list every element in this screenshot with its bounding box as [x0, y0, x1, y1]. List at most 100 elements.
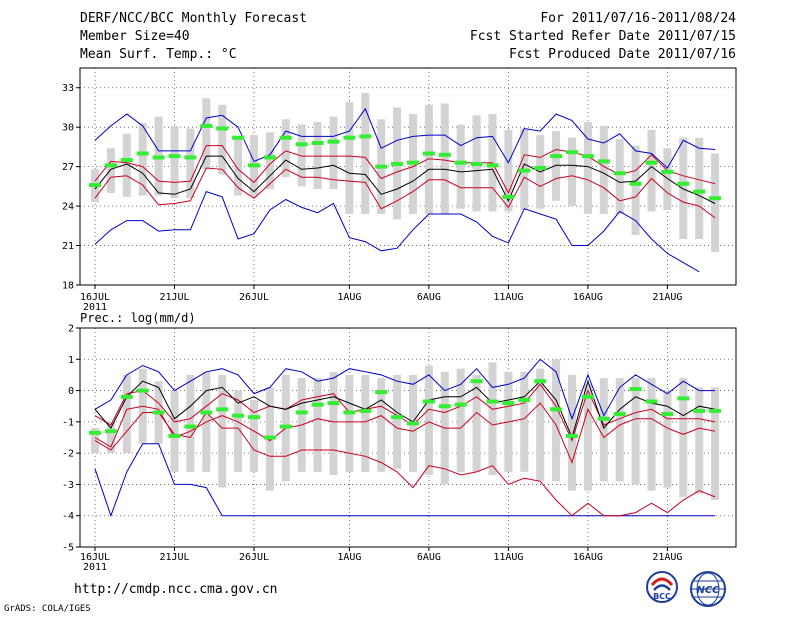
prec-ytick-label: -1: [62, 417, 74, 428]
prec-box-32: [599, 378, 608, 482]
prec-box-28: [536, 368, 545, 482]
prec-mean-mark-32: [597, 416, 610, 421]
prec-mean-mark-29: [550, 407, 563, 412]
temp-mean-mark-19: [391, 162, 404, 167]
temp-box-7: [202, 98, 211, 170]
prec-box-16: [345, 374, 354, 472]
temp-mean-mark-7: [200, 123, 213, 128]
temp-mean-mark-34: [629, 181, 642, 186]
prec-mean-mark-13: [295, 410, 308, 415]
prec-mean-mark-15: [327, 401, 340, 406]
temp-box-5: [170, 125, 179, 199]
temp-xtick-label: 26JUL: [239, 292, 269, 303]
temp-xtick-label: 6AUG: [417, 292, 441, 303]
temp-xtick-label: 16JUL: [80, 292, 110, 303]
prec-mean-mark-17: [359, 408, 372, 413]
temp-mean-mark-38: [693, 189, 706, 194]
prec-xtick-label: 1AUG: [337, 552, 361, 563]
prec-mean-mark-11: [263, 435, 276, 440]
prec-envelope-high-line: [94, 358, 716, 421]
header-left: DERF/NCC/BCC Monthly Forecast Member Siz…: [80, 10, 307, 64]
temp-mean-mark-32: [597, 159, 610, 164]
temp-xtick-sublabel: 2011: [83, 302, 107, 313]
temp-mean-mark-17: [359, 134, 372, 139]
prec-box-10: [250, 399, 258, 472]
prec-mean-mark-18: [375, 390, 388, 395]
temp-mean-mark-3: [136, 151, 149, 156]
prec-box-21: [424, 365, 433, 476]
temp-box-34: [631, 145, 640, 236]
prec-mean-mark-4: [152, 410, 165, 415]
prec-box-36: [663, 390, 672, 488]
prec-ytick-label: -3: [62, 480, 74, 491]
temp-box-35: [647, 129, 656, 212]
temp-envelope-low-line: [94, 190, 700, 273]
temp-mean-mark-21: [422, 151, 435, 156]
prec-mean-mark-25: [486, 399, 499, 404]
prec-mean-mark-7: [200, 410, 213, 415]
temp-box-31: [583, 121, 592, 214]
prec-mean-mark-33: [613, 412, 626, 417]
prec-mean-mark-37: [677, 396, 690, 401]
temp-box-1: [106, 148, 115, 193]
temp-mean-mark-20: [407, 160, 419, 165]
temp-box-14: [313, 121, 322, 189]
temp-box-23: [456, 124, 465, 209]
temp-envelope-high-line: [94, 107, 716, 169]
prec-mean-mark-5: [168, 433, 181, 438]
prec-mean-mark-16: [343, 410, 356, 415]
temp-ytick-label: 24: [62, 202, 74, 213]
temp-mean-mark-11: [263, 155, 276, 160]
temp-ytick-label: 30: [62, 123, 74, 134]
temp-mean-mark-10: [248, 163, 260, 168]
prec-mean-mark-10: [248, 415, 260, 420]
prec-tenth-percentile-line: [94, 411, 716, 517]
temp-mean-mark-23: [454, 160, 467, 165]
prec-ytick-label: 0: [68, 386, 74, 397]
prec-xtick-label: 11AUG: [493, 552, 523, 563]
temp-box-16: [345, 102, 354, 214]
temp-box-33: [615, 139, 624, 214]
prec-mean-mark-26: [502, 401, 515, 406]
temp-mean-mark-2: [120, 158, 133, 163]
prec-box-8: [218, 374, 227, 488]
prec-mean-mark-0: [89, 430, 101, 435]
temp-box-32: [599, 125, 608, 214]
prec-xtick-label: 26JUL: [239, 552, 269, 563]
temp-mean-mark-5: [168, 154, 181, 159]
prec-ytick-label: 1: [68, 355, 74, 366]
prec-box-33: [615, 378, 624, 482]
prec-box-24: [472, 374, 481, 472]
prec-ytick-label: 2: [68, 324, 74, 335]
temp-box-11: [265, 132, 274, 189]
prec-box-15: [329, 371, 338, 476]
prec-quartile-low-line: [94, 402, 716, 464]
prec-xtick-sublabel: 2011: [83, 562, 107, 573]
temp-box-15: [329, 116, 338, 189]
chart-title: DERF/NCC/BCC Monthly Forecast: [80, 11, 307, 26]
temp-mean-mark-18: [375, 164, 388, 169]
temp-mean-mark-16: [343, 135, 356, 140]
prec-box-18: [377, 378, 386, 472]
temp-box-2: [122, 133, 131, 197]
prec-box-29: [552, 359, 561, 482]
prec-box-23: [456, 368, 465, 472]
temp-box-37: [679, 137, 688, 239]
ncc-logo-text: NCC: [696, 585, 720, 596]
prec-box-2: [122, 374, 131, 454]
prec-box-9: [234, 390, 243, 472]
temp-box-13: [297, 124, 306, 187]
temp-mean-mark-28: [534, 165, 547, 170]
prec-mean-mark-20: [407, 421, 419, 426]
bcc-logo-text: BCC: [653, 592, 671, 601]
temp-mean-mark-27: [518, 168, 531, 173]
prec-mean-mark-21: [422, 399, 435, 404]
footer-url: http://cmdp.ncc.cma.gov.cn: [74, 582, 278, 597]
temp-mean-mark-30: [566, 150, 578, 155]
forecast-start-date: Fcst Started Refer Date 2011/07/15: [469, 29, 736, 44]
temp-quartile-high-line: [94, 145, 716, 195]
temp-mean-mark-25: [486, 163, 499, 168]
prec-xtick-label: 16JUL: [80, 552, 110, 563]
